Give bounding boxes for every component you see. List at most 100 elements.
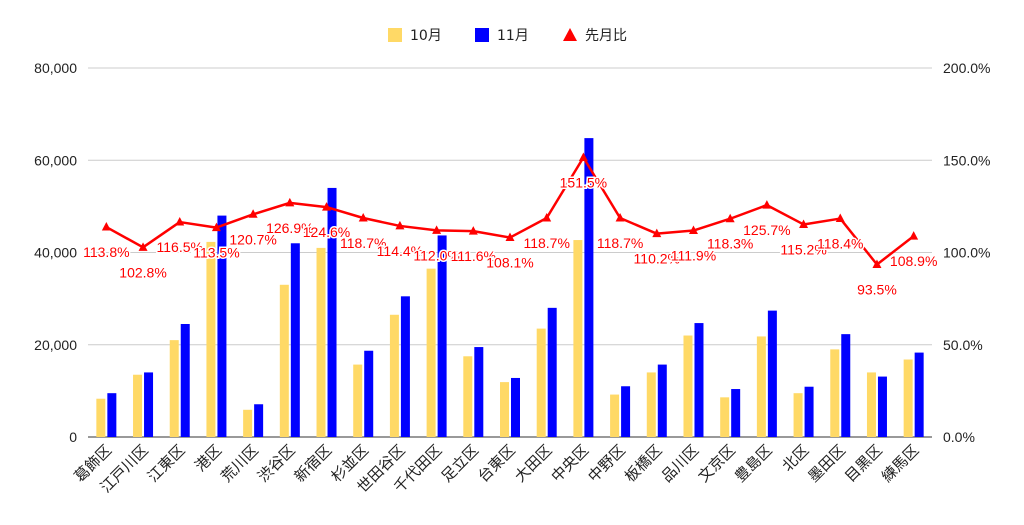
bar-nov xyxy=(877,376,887,437)
bar-nov xyxy=(914,352,924,437)
ratio-point xyxy=(175,217,185,226)
bar-oct xyxy=(610,394,620,437)
x-tick-label: 中央区 xyxy=(548,441,593,486)
legend-nov-swatch xyxy=(475,28,489,42)
ratio-data-label: 118.4% xyxy=(817,236,863,252)
ratio-data-label: 108.1% xyxy=(486,255,533,271)
legend-ratio-swatch xyxy=(563,28,577,41)
bar-oct xyxy=(133,374,143,437)
bar-nov xyxy=(437,235,447,437)
bar-oct xyxy=(353,364,363,437)
x-tick-label: 江東区 xyxy=(144,441,189,486)
y-left-tick-label: 60,000 xyxy=(34,152,77,168)
bar-oct xyxy=(206,241,216,437)
ratio-point xyxy=(909,231,919,240)
legend: 10月 11月 先月比 xyxy=(388,28,627,44)
ratio-point xyxy=(285,197,295,207)
gridlines xyxy=(88,67,932,438)
y-left-tick-label: 0 xyxy=(69,429,77,445)
x-tick-label: 品川区 xyxy=(658,441,703,486)
ratio-data-label: 102.8% xyxy=(119,264,166,280)
legend-oct: 10月 xyxy=(388,28,442,44)
bar-nov xyxy=(254,404,264,437)
bar-nov xyxy=(584,138,594,438)
bar-nov xyxy=(400,296,410,437)
bar-oct xyxy=(536,328,546,437)
bar-nov xyxy=(107,393,117,437)
x-tick-label: 中野区 xyxy=(584,441,629,486)
ratio-point xyxy=(725,213,735,223)
legend-ratio: 先月比 xyxy=(563,28,627,44)
ratio-data-label: 113.5% xyxy=(193,245,239,261)
bar-oct xyxy=(243,409,253,437)
ratio-point xyxy=(101,222,111,231)
ratio-point xyxy=(395,220,405,230)
ratio-point xyxy=(578,152,588,161)
bar-nov xyxy=(474,347,484,437)
bar-nov xyxy=(731,389,741,437)
x-tick-label: 足立区 xyxy=(438,441,483,486)
bar-oct xyxy=(903,359,913,437)
bar-oct xyxy=(830,349,840,437)
ratio-point xyxy=(762,200,772,209)
y-right-tick-label: 50.0% xyxy=(943,337,983,353)
bar-oct xyxy=(720,397,730,437)
ratio-data-label: 118.7% xyxy=(340,235,386,251)
x-tick-label: 練馬区 xyxy=(878,441,923,486)
ratio-data-label: 125.7% xyxy=(743,222,790,238)
ratio-data-label: 113.8% xyxy=(83,244,129,260)
bars xyxy=(96,138,924,438)
ratio-point xyxy=(358,212,368,222)
ratio-data-label: 115.2% xyxy=(780,241,826,257)
bar-oct xyxy=(279,284,289,437)
bar-nov xyxy=(144,372,154,437)
ratio-point xyxy=(615,212,625,222)
ratio-point xyxy=(322,202,332,211)
bar-nov xyxy=(657,364,667,437)
bar-nov xyxy=(804,386,814,437)
ratio-point xyxy=(211,222,221,232)
bar-nov xyxy=(180,323,190,437)
legend-oct-label: 10月 xyxy=(410,28,442,44)
y-axis-right: 0.0% 50.0% 100.0% 150.0% 200.0% xyxy=(943,60,990,445)
bar-oct xyxy=(316,247,326,437)
x-tick-label: 荒川区 xyxy=(217,441,262,486)
x-tick-label: 渋谷区 xyxy=(254,441,299,486)
x-tick-label: 大田区 xyxy=(511,441,556,486)
legend-ratio-label: 先月比 xyxy=(585,28,627,44)
x-tick-label: 文京区 xyxy=(694,441,739,486)
bar-nov xyxy=(327,187,337,437)
y-left-tick-label: 40,000 xyxy=(34,245,77,261)
ratio-data-label: 151.5% xyxy=(560,174,607,190)
y-right-tick-label: 150.0% xyxy=(943,152,990,168)
bar-oct xyxy=(389,314,399,437)
ratio-point xyxy=(468,226,478,235)
ratio-point xyxy=(799,219,809,228)
ratio-point xyxy=(505,232,515,242)
x-tick-label: 新宿区 xyxy=(291,441,336,486)
ratio-data-label: 118.7% xyxy=(597,235,643,251)
ratio-data-label: 116.5% xyxy=(157,239,203,255)
bar-oct xyxy=(573,240,583,437)
bar-nov xyxy=(511,377,520,437)
ratio-point xyxy=(248,209,258,218)
ratio-data-label: 111.6% xyxy=(451,248,496,264)
x-tick-label: 墨田区 xyxy=(805,441,850,486)
bar-oct xyxy=(793,393,803,437)
legend-nov-label: 11月 xyxy=(497,28,529,44)
bar-nov xyxy=(621,386,631,437)
bar-oct xyxy=(463,356,473,437)
ratio-labels: 113.8% 102.8% 116.5%113.5%120.7%126.9%124.… xyxy=(82,173,939,299)
y-right-tick-label: 100.0% xyxy=(943,245,990,261)
ratio-point xyxy=(835,213,845,223)
ratio-point xyxy=(652,228,662,238)
x-tick-label: 台東区 xyxy=(474,441,519,486)
y-right-tick-label: 200.0% xyxy=(943,60,990,76)
legend-oct-swatch xyxy=(388,28,402,42)
ratio-data-label: 111.9% xyxy=(671,248,716,264)
bar-oct xyxy=(500,382,509,437)
bar-nov xyxy=(694,323,704,437)
y-left-tick-label: 20,000 xyxy=(34,337,77,353)
ratio-data-label: 108.9% xyxy=(890,253,937,269)
